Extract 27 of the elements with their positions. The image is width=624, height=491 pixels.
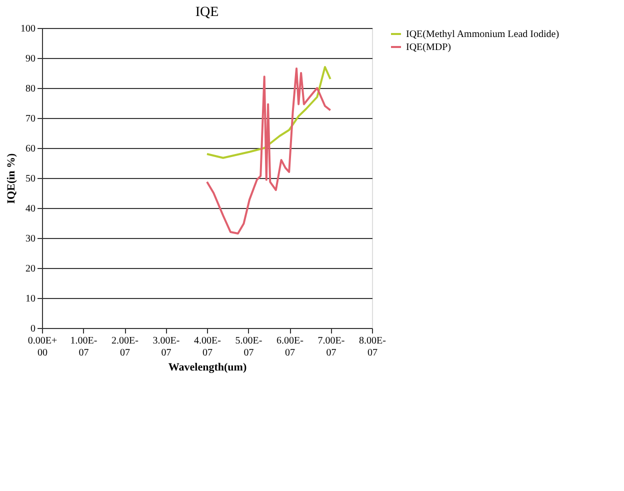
y-tick-label: 70 (26, 114, 36, 124)
y-tick-label: 60 (26, 144, 36, 154)
legend-label: IQE(Methyl Ammonium Lead Iodide) (406, 29, 560, 40)
x-tick-label: 8.00E-07 (359, 336, 386, 358)
x-tick-label: 2.00E-07 (112, 336, 138, 358)
x-axis-title: Wavelength(um) (168, 362, 247, 374)
legend-label: IQE(MDP) (406, 42, 451, 53)
y-tick-label: 100 (20, 24, 36, 34)
y-tick-label: 50 (26, 174, 36, 184)
x-tick-label: 7.00E-07 (318, 336, 345, 358)
x-tick-label: 6.00E-07 (276, 336, 304, 358)
y-tick-label: 30 (26, 234, 36, 244)
y-tick-label: 10 (26, 294, 36, 304)
x-tick-label: 4.00E-07 (194, 336, 221, 358)
line-series (206, 68, 332, 234)
x-tick-label: 5.00E-07 (235, 336, 262, 358)
y-axis-title: IQE(in %) (6, 152, 18, 204)
y-tick-label: 90 (26, 54, 36, 64)
x-tick-label: 3.00E-07 (152, 336, 180, 358)
chart-title: IQE (195, 5, 219, 20)
y-tick-label: 0 (30, 324, 36, 334)
x-tick-label: 0.00E+00 (28, 336, 58, 358)
x-tick-label: 1.00E-07 (70, 336, 98, 358)
y-tick-label: 40 (26, 204, 36, 214)
y-tick-label: 20 (26, 264, 36, 274)
y-tick-label: 80 (26, 84, 36, 94)
line-series (206, 66, 332, 159)
